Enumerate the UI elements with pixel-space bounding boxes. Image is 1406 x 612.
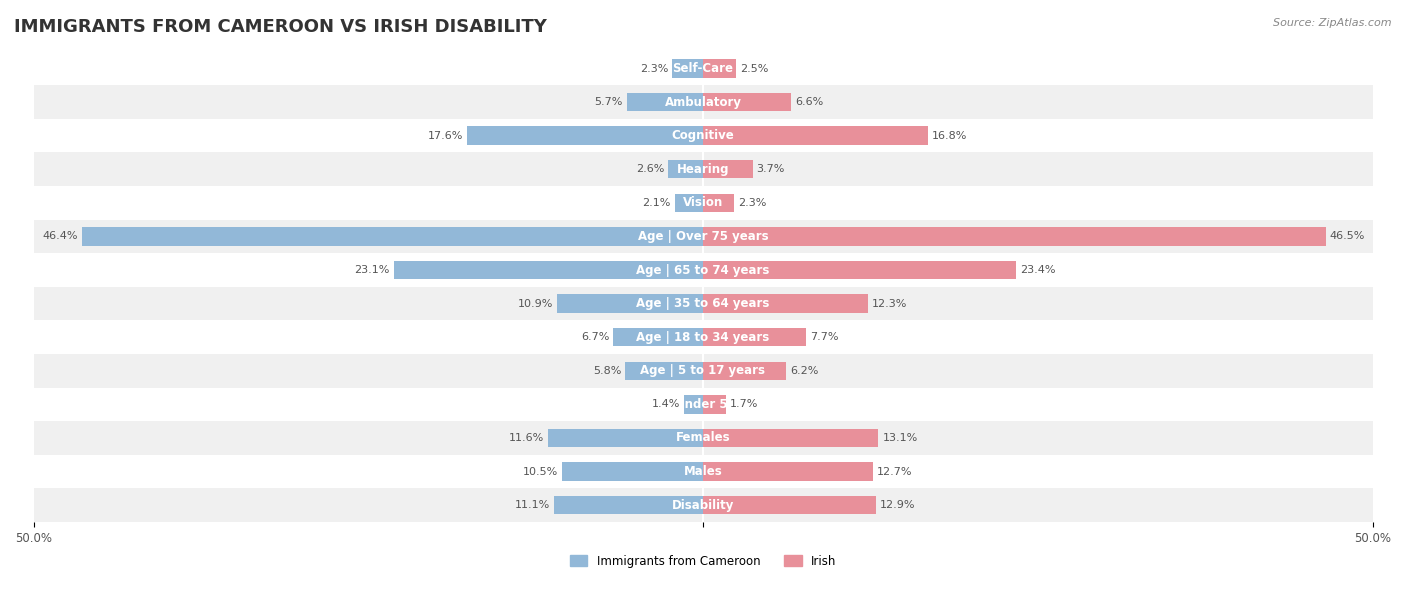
Bar xyxy=(34,488,1372,522)
Bar xyxy=(557,294,703,313)
Bar xyxy=(34,387,1372,421)
Bar xyxy=(685,395,703,414)
Text: Cognitive: Cognitive xyxy=(672,129,734,142)
Text: 10.5%: 10.5% xyxy=(523,466,558,477)
Text: 23.4%: 23.4% xyxy=(1021,265,1056,275)
Text: IMMIGRANTS FROM CAMEROON VS IRISH DISABILITY: IMMIGRANTS FROM CAMEROON VS IRISH DISABI… xyxy=(14,18,547,36)
Text: 11.1%: 11.1% xyxy=(515,500,550,510)
Text: Age | Under 5 years: Age | Under 5 years xyxy=(637,398,769,411)
Text: 12.9%: 12.9% xyxy=(880,500,915,510)
Text: 6.2%: 6.2% xyxy=(790,366,818,376)
Text: Age | 5 to 17 years: Age | 5 to 17 years xyxy=(641,364,765,377)
Bar xyxy=(703,328,806,346)
Bar xyxy=(562,462,703,481)
Bar xyxy=(613,328,703,346)
Text: 13.1%: 13.1% xyxy=(883,433,918,443)
Text: Age | 35 to 64 years: Age | 35 to 64 years xyxy=(637,297,769,310)
Text: Age | 18 to 34 years: Age | 18 to 34 years xyxy=(637,330,769,344)
Text: 16.8%: 16.8% xyxy=(932,131,967,141)
Text: Self-Care: Self-Care xyxy=(672,62,734,75)
Text: 6.7%: 6.7% xyxy=(581,332,609,342)
Text: 1.7%: 1.7% xyxy=(730,400,758,409)
Bar xyxy=(34,287,1372,320)
Text: 6.6%: 6.6% xyxy=(796,97,824,107)
Bar xyxy=(703,193,734,212)
Bar xyxy=(703,428,879,447)
Bar xyxy=(703,362,786,380)
Bar xyxy=(703,294,868,313)
Bar xyxy=(34,52,1372,85)
Bar xyxy=(703,496,876,514)
Text: 46.5%: 46.5% xyxy=(1330,231,1365,241)
Text: Age | Over 75 years: Age | Over 75 years xyxy=(638,230,768,243)
Text: 2.6%: 2.6% xyxy=(636,164,664,174)
Text: 2.3%: 2.3% xyxy=(738,198,766,208)
Legend: Immigrants from Cameroon, Irish: Immigrants from Cameroon, Irish xyxy=(565,550,841,572)
Text: 3.7%: 3.7% xyxy=(756,164,785,174)
Bar xyxy=(34,119,1372,152)
Bar xyxy=(34,220,1372,253)
Bar xyxy=(82,227,703,245)
Bar xyxy=(34,354,1372,387)
Text: 23.1%: 23.1% xyxy=(354,265,389,275)
Text: 17.6%: 17.6% xyxy=(427,131,464,141)
Bar xyxy=(34,186,1372,220)
Text: Males: Males xyxy=(683,465,723,478)
Bar xyxy=(703,462,873,481)
Text: 5.7%: 5.7% xyxy=(595,97,623,107)
Text: 11.6%: 11.6% xyxy=(509,433,544,443)
Text: 46.4%: 46.4% xyxy=(42,231,77,241)
Bar xyxy=(34,253,1372,287)
Text: Source: ZipAtlas.com: Source: ZipAtlas.com xyxy=(1274,18,1392,28)
Text: 12.3%: 12.3% xyxy=(872,299,907,308)
Bar xyxy=(34,85,1372,119)
Bar xyxy=(467,127,703,145)
Bar xyxy=(548,428,703,447)
Text: Ambulatory: Ambulatory xyxy=(665,95,741,108)
Bar xyxy=(34,421,1372,455)
Text: 2.1%: 2.1% xyxy=(643,198,671,208)
Bar xyxy=(34,152,1372,186)
Text: Vision: Vision xyxy=(683,196,723,209)
Bar xyxy=(703,93,792,111)
Bar xyxy=(675,193,703,212)
Bar xyxy=(703,59,737,78)
Bar xyxy=(394,261,703,279)
Bar xyxy=(668,160,703,179)
Text: 12.7%: 12.7% xyxy=(877,466,912,477)
Bar xyxy=(626,362,703,380)
Bar xyxy=(554,496,703,514)
Text: 10.9%: 10.9% xyxy=(517,299,553,308)
Text: 2.3%: 2.3% xyxy=(640,64,668,73)
Text: Disability: Disability xyxy=(672,499,734,512)
Bar xyxy=(34,320,1372,354)
Bar xyxy=(703,227,1326,245)
Text: Hearing: Hearing xyxy=(676,163,730,176)
Text: 5.8%: 5.8% xyxy=(593,366,621,376)
Bar xyxy=(627,93,703,111)
Text: 1.4%: 1.4% xyxy=(652,400,681,409)
Bar xyxy=(703,395,725,414)
Text: Age | 65 to 74 years: Age | 65 to 74 years xyxy=(637,264,769,277)
Bar xyxy=(703,127,928,145)
Bar xyxy=(672,59,703,78)
Bar xyxy=(703,261,1017,279)
Bar xyxy=(703,160,752,179)
Text: 2.5%: 2.5% xyxy=(741,64,769,73)
Text: Females: Females xyxy=(676,431,730,444)
Text: 7.7%: 7.7% xyxy=(810,332,838,342)
Bar xyxy=(34,455,1372,488)
